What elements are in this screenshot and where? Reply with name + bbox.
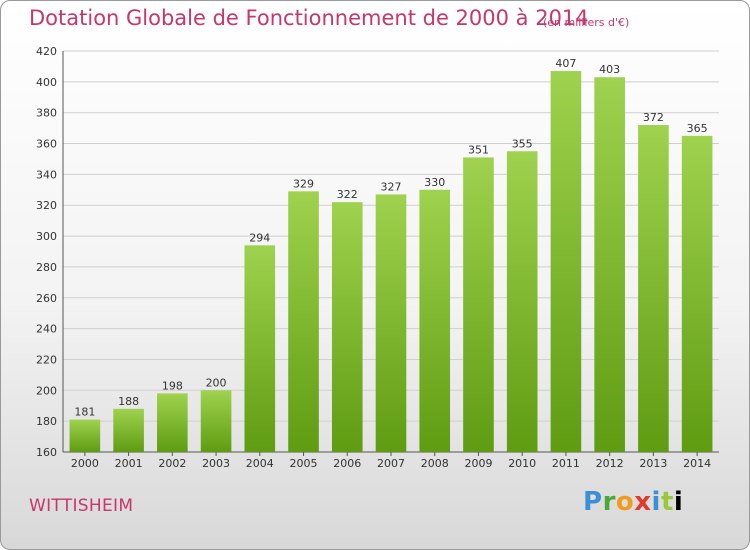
y-tick-label: 320 bbox=[36, 199, 57, 212]
value-label: 355 bbox=[512, 137, 533, 150]
bars bbox=[69, 71, 713, 453]
bar-2001 bbox=[113, 408, 144, 452]
bar-2010 bbox=[506, 151, 538, 452]
y-tick-label: 260 bbox=[36, 292, 57, 305]
bar-2000 bbox=[69, 419, 101, 452]
value-label: 365 bbox=[687, 122, 708, 135]
value-label: 198 bbox=[162, 379, 183, 392]
proxiti-logo: Proxiti bbox=[583, 487, 684, 517]
x-tick-label: 2014 bbox=[683, 457, 711, 470]
y-tick-label: 180 bbox=[36, 415, 57, 428]
value-label: 407 bbox=[555, 57, 576, 70]
value-label: 330 bbox=[424, 176, 445, 189]
value-label: 200 bbox=[206, 376, 227, 389]
unit-label: (en milliers d'€) bbox=[543, 16, 630, 29]
value-label: 351 bbox=[468, 143, 489, 156]
bar-2014 bbox=[681, 135, 713, 453]
x-tick-label: 2003 bbox=[202, 457, 230, 470]
y-tick-label: 400 bbox=[36, 76, 57, 89]
x-tick-label: 2006 bbox=[333, 457, 361, 470]
y-tick-label: 340 bbox=[36, 168, 57, 181]
x-tick-label: 2005 bbox=[290, 457, 318, 470]
value-label: 327 bbox=[381, 180, 402, 193]
x-tick-label: 2007 bbox=[377, 457, 405, 470]
bar-2005 bbox=[288, 191, 319, 452]
x-tick-label: 2012 bbox=[596, 457, 624, 470]
y-tick-label: 380 bbox=[36, 107, 57, 120]
value-label: 294 bbox=[249, 231, 270, 244]
bar-2007 bbox=[375, 194, 407, 452]
bar-2004 bbox=[244, 245, 276, 452]
x-tick-label: 2004 bbox=[246, 457, 274, 470]
bar-2009 bbox=[463, 157, 494, 452]
y-tick-label: 160 bbox=[36, 446, 57, 459]
value-labels: 181 188 198 200 294 329 322 327 330 351 355 407 403 3… bbox=[74, 57, 707, 419]
bar-2013 bbox=[638, 125, 669, 453]
bar-2003 bbox=[200, 390, 232, 452]
value-label: 329 bbox=[293, 177, 314, 190]
y-tick-label: 300 bbox=[36, 230, 57, 243]
x-tick-label: 2013 bbox=[639, 457, 667, 470]
x-tick-label: 2002 bbox=[158, 457, 186, 470]
x-tick-label: 2008 bbox=[421, 457, 449, 470]
value-label: 188 bbox=[118, 395, 139, 408]
x-tick-label: 2001 bbox=[115, 457, 143, 470]
bar-2011 bbox=[550, 71, 582, 453]
x-tick-label: 2011 bbox=[552, 457, 580, 470]
value-label: 372 bbox=[643, 111, 664, 124]
y-tick-label: 240 bbox=[36, 323, 57, 336]
bar-2008 bbox=[419, 189, 451, 453]
value-label: 403 bbox=[599, 63, 620, 76]
x-tick-label: 2009 bbox=[464, 457, 492, 470]
x-tick-label: 2010 bbox=[508, 457, 536, 470]
y-tick-label: 220 bbox=[36, 353, 57, 366]
city-name: WITTISHEIM bbox=[29, 496, 134, 516]
bar-2002 bbox=[157, 393, 188, 452]
x-tick-label: 2000 bbox=[71, 457, 99, 470]
y-tick-label: 360 bbox=[36, 138, 57, 151]
bar-2012 bbox=[594, 77, 625, 452]
y-tick-label: 280 bbox=[36, 261, 57, 274]
value-label: 322 bbox=[337, 188, 358, 201]
chart-title: Dotation Globale de Fonctionnement de 20… bbox=[29, 6, 589, 30]
bar-2006 bbox=[331, 202, 363, 452]
y-tick-label: 200 bbox=[36, 384, 57, 397]
value-label: 181 bbox=[74, 406, 95, 419]
y-tick-label: 420 bbox=[36, 45, 57, 58]
axes: 160 180 200 220 240 260 280 300 320 340 360 380 400 4… bbox=[36, 45, 719, 470]
